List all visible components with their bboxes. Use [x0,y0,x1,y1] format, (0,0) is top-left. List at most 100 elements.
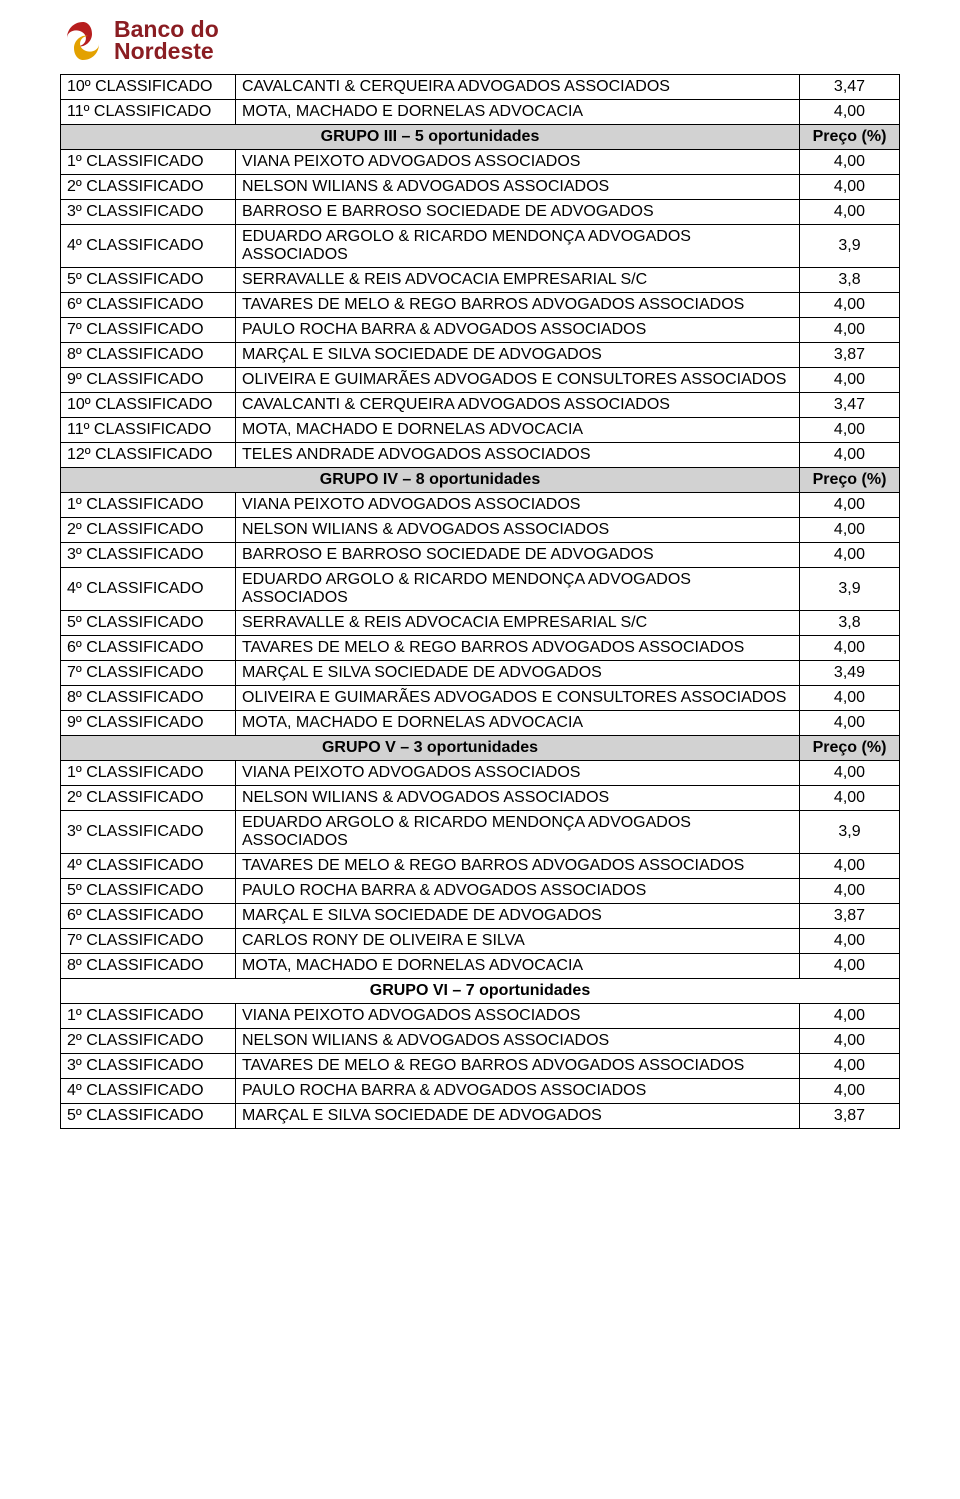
table-row: 4º CLASSIFICADOTAVARES DE MELO & REGO BA… [61,854,900,879]
group-title: GRUPO V – 3 oportunidades [61,736,800,761]
rank-cell: 5º CLASSIFICADO [61,879,236,904]
rank-cell: 4º CLASSIFICADO [61,854,236,879]
rank-cell: 3º CLASSIFICADO [61,200,236,225]
rank-cell: 5º CLASSIFICADO [61,1104,236,1129]
rank-cell: 9º CLASSIFICADO [61,368,236,393]
price-cell: 3,9 [800,811,900,854]
name-cell: BARROSO E BARROSO SOCIEDADE DE ADVOGADOS [236,543,800,568]
rank-cell: 4º CLASSIFICADO [61,568,236,611]
table-row: 5º CLASSIFICADOSERRAVALLE & REIS ADVOCAC… [61,611,900,636]
name-cell: MOTA, MACHADO E DORNELAS ADVOCACIA [236,100,800,125]
price-cell: 4,00 [800,418,900,443]
price-cell: 4,00 [800,443,900,468]
rank-cell: 3º CLASSIFICADO [61,1054,236,1079]
rank-cell: 6º CLASSIFICADO [61,904,236,929]
table-row: 7º CLASSIFICADOMARÇAL E SILVA SOCIEDADE … [61,661,900,686]
table-row: 8º CLASSIFICADOMOTA, MACHADO E DORNELAS … [61,954,900,979]
name-cell: NELSON WILIANS & ADVOGADOS ASSOCIADOS [236,175,800,200]
price-cell: 3,9 [800,225,900,268]
price-header: Preço (%) [800,125,900,150]
price-header: Preço (%) [800,468,900,493]
table-row: 11º CLASSIFICADOMOTA, MACHADO E DORNELAS… [61,100,900,125]
table-row: 2º CLASSIFICADONELSON WILIANS & ADVOGADO… [61,175,900,200]
table-row: 7º CLASSIFICADOPAULO ROCHA BARRA & ADVOG… [61,318,900,343]
rank-cell: 4º CLASSIFICADO [61,225,236,268]
page: Banco do Nordeste 10º CLASSIFICADOCAVALC… [0,0,960,1169]
name-cell: CARLOS RONY DE OLIVEIRA E SILVA [236,929,800,954]
name-cell: CAVALCANTI & CERQUEIRA ADVOGADOS ASSOCIA… [236,75,800,100]
rank-cell: 10º CLASSIFICADO [61,75,236,100]
price-cell: 3,49 [800,661,900,686]
price-cell: 4,00 [800,1029,900,1054]
group-title: GRUPO VI – 7 oportunidades [61,979,900,1004]
table-row: 4º CLASSIFICADOPAULO ROCHA BARRA & ADVOG… [61,1079,900,1104]
rank-cell: 1º CLASSIFICADO [61,761,236,786]
rank-cell: 7º CLASSIFICADO [61,318,236,343]
name-cell: MARÇAL E SILVA SOCIEDADE DE ADVOGADOS [236,1104,800,1129]
name-cell: TAVARES DE MELO & REGO BARROS ADVOGADOS … [236,636,800,661]
price-cell: 3,47 [800,393,900,418]
logo-text: Banco do Nordeste [114,19,219,63]
name-cell: VIANA PEIXOTO ADVOGADOS ASSOCIADOS [236,493,800,518]
table-row: 8º CLASSIFICADOOLIVEIRA E GUIMARÃES ADVO… [61,686,900,711]
price-cell: 4,00 [800,1079,900,1104]
name-cell: EDUARDO ARGOLO & RICARDO MENDONÇA ADVOGA… [236,811,800,854]
price-cell: 3,87 [800,904,900,929]
name-cell: NELSON WILIANS & ADVOGADOS ASSOCIADOS [236,518,800,543]
rank-cell: 7º CLASSIFICADO [61,929,236,954]
table-row: 4º CLASSIFICADOEDUARDO ARGOLO & RICARDO … [61,225,900,268]
group-title: GRUPO III – 5 oportunidades [61,125,800,150]
name-cell: NELSON WILIANS & ADVOGADOS ASSOCIADOS [236,786,800,811]
group-header-row: GRUPO VI – 7 oportunidades [61,979,900,1004]
classification-table: 10º CLASSIFICADOCAVALCANTI & CERQUEIRA A… [60,74,900,1129]
rank-cell: 1º CLASSIFICADO [61,1004,236,1029]
name-cell: EDUARDO ARGOLO & RICARDO MENDONÇA ADVOGA… [236,225,800,268]
name-cell: PAULO ROCHA BARRA & ADVOGADOS ASSOCIADOS [236,1079,800,1104]
name-cell: PAULO ROCHA BARRA & ADVOGADOS ASSOCIADOS [236,879,800,904]
price-cell: 4,00 [800,686,900,711]
price-cell: 3,47 [800,75,900,100]
table-row: 1º CLASSIFICADOVIANA PEIXOTO ADVOGADOS A… [61,150,900,175]
rank-cell: 2º CLASSIFICADO [61,518,236,543]
price-cell: 4,00 [800,518,900,543]
name-cell: NELSON WILIANS & ADVOGADOS ASSOCIADOS [236,1029,800,1054]
table-row: 6º CLASSIFICADOTAVARES DE MELO & REGO BA… [61,636,900,661]
price-cell: 3,9 [800,568,900,611]
rank-cell: 12º CLASSIFICADO [61,443,236,468]
name-cell: MOTA, MACHADO E DORNELAS ADVOCACIA [236,954,800,979]
price-cell: 4,00 [800,293,900,318]
name-cell: VIANA PEIXOTO ADVOGADOS ASSOCIADOS [236,150,800,175]
price-cell: 4,00 [800,711,900,736]
price-cell: 4,00 [800,543,900,568]
rank-cell: 3º CLASSIFICADO [61,543,236,568]
rank-cell: 8º CLASSIFICADO [61,954,236,979]
price-cell: 4,00 [800,200,900,225]
rank-cell: 11º CLASSIFICADO [61,100,236,125]
name-cell: OLIVEIRA E GUIMARÃES ADVOGADOS E CONSULT… [236,686,800,711]
name-cell: VIANA PEIXOTO ADVOGADOS ASSOCIADOS [236,1004,800,1029]
price-cell: 4,00 [800,175,900,200]
table-row: 5º CLASSIFICADOMARÇAL E SILVA SOCIEDADE … [61,1104,900,1129]
logo-swirl-icon [60,18,106,64]
price-header: Preço (%) [800,736,900,761]
rank-cell: 5º CLASSIFICADO [61,268,236,293]
price-cell: 3,8 [800,268,900,293]
table-row: 12º CLASSIFICADOTELES ANDRADE ADVOGADOS … [61,443,900,468]
rank-cell: 2º CLASSIFICADO [61,175,236,200]
table-row: 3º CLASSIFICADOBARROSO E BARROSO SOCIEDA… [61,200,900,225]
name-cell: SERRAVALLE & REIS ADVOCACIA EMPRESARIAL … [236,268,800,293]
table-row: 1º CLASSIFICADOVIANA PEIXOTO ADVOGADOS A… [61,761,900,786]
name-cell: TELES ANDRADE ADVOGADOS ASSOCIADOS [236,443,800,468]
table-row: 4º CLASSIFICADOEDUARDO ARGOLO & RICARDO … [61,568,900,611]
price-cell: 4,00 [800,854,900,879]
logo-line2: Nordeste [114,41,219,63]
name-cell: BARROSO E BARROSO SOCIEDADE DE ADVOGADOS [236,200,800,225]
price-cell: 4,00 [800,318,900,343]
rank-cell: 4º CLASSIFICADO [61,1079,236,1104]
table-row: 6º CLASSIFICADOMARÇAL E SILVA SOCIEDADE … [61,904,900,929]
table-row: 11º CLASSIFICADOMOTA, MACHADO E DORNELAS… [61,418,900,443]
name-cell: TAVARES DE MELO & REGO BARROS ADVOGADOS … [236,1054,800,1079]
rank-cell: 1º CLASSIFICADO [61,150,236,175]
price-cell: 4,00 [800,1054,900,1079]
price-cell: 4,00 [800,929,900,954]
